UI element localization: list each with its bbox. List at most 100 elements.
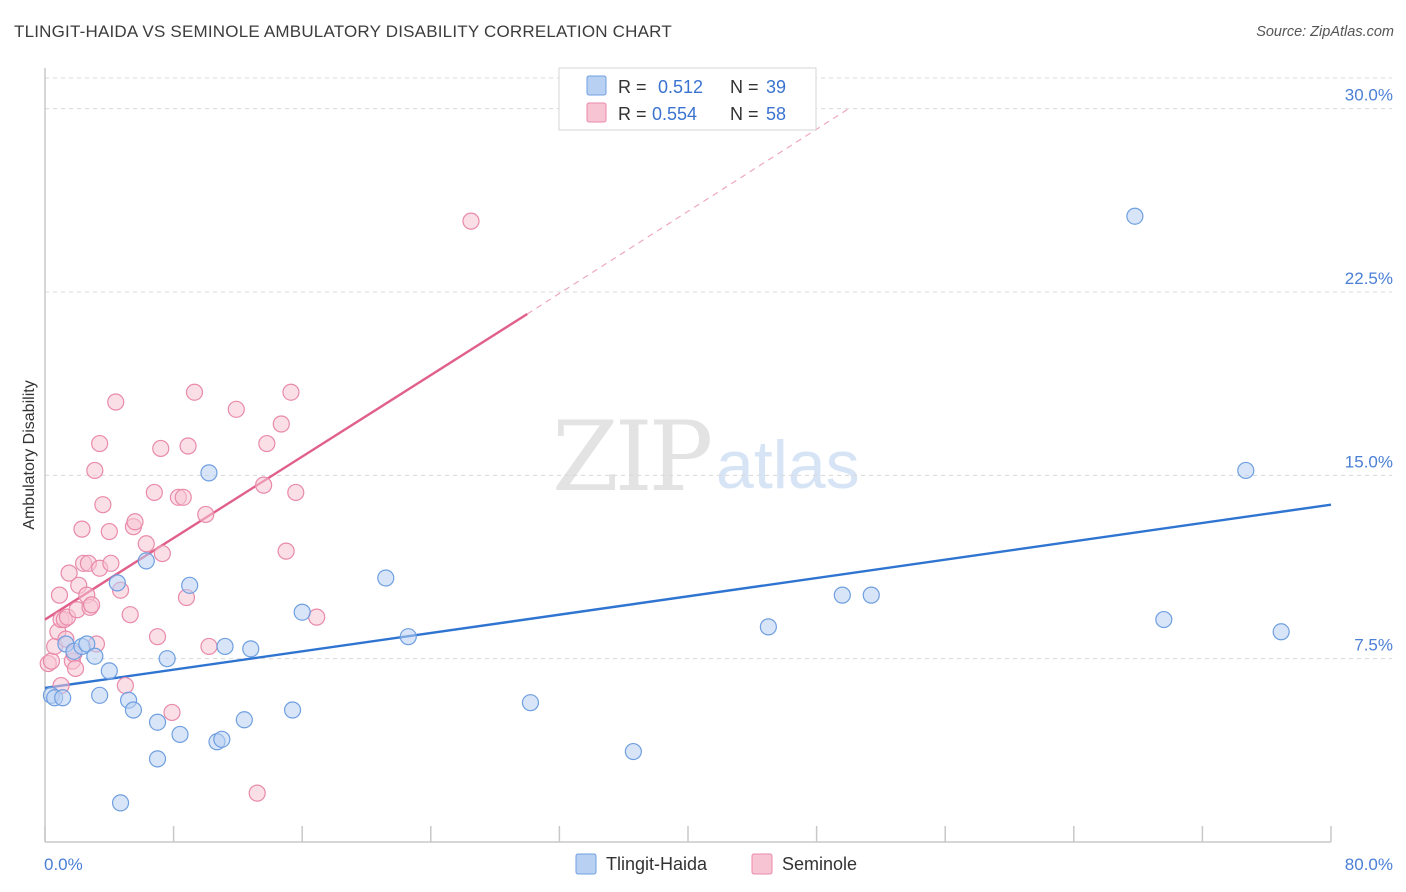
watermark-atlas: atlas	[716, 427, 860, 503]
tlingit-haida-point	[148, 713, 167, 731]
seminole-point	[248, 784, 266, 802]
seminole-point	[185, 383, 204, 401]
seminole-point	[116, 676, 134, 695]
seminole-point	[255, 476, 273, 494]
seminole-point	[145, 483, 163, 502]
tlingit-haida-point	[111, 794, 130, 812]
tlingit-haida-point	[100, 662, 118, 680]
seminole-point	[60, 564, 78, 582]
seminole-point	[91, 434, 109, 453]
legend-n-label: N =	[730, 77, 759, 97]
seminole-point	[152, 439, 170, 458]
seminole-point	[107, 393, 125, 411]
tlingit-haida-point	[293, 603, 311, 621]
seminole-point	[272, 415, 290, 433]
seminole-point	[287, 483, 305, 502]
watermark: ZIP atlas	[552, 401, 860, 513]
grid-lines	[45, 77, 1392, 660]
seminole-point	[282, 383, 300, 401]
tlingit-haida-point	[242, 640, 260, 658]
seminole-point	[137, 535, 155, 553]
legend-n-value: 39	[766, 77, 786, 97]
tlingit-haida-point	[399, 628, 417, 646]
seminole-point	[200, 637, 218, 656]
tlingit-haida-point	[1126, 207, 1144, 225]
y-axis-title: Ambulatory Disability	[21, 380, 38, 529]
tlingit-haida-point	[862, 586, 880, 604]
tlingit-haida-point	[54, 689, 72, 707]
seminole-point	[83, 596, 101, 614]
seminole-point	[174, 488, 192, 506]
source-credit: Source: ZipAtlas.com	[1256, 24, 1394, 40]
y-tick-label: 22.5%	[1345, 269, 1393, 288]
x-tick-label: 80.0%	[1345, 855, 1393, 874]
legend-label-seminole: Seminole	[782, 854, 857, 874]
legend-n-value: 58	[766, 104, 786, 124]
tlingit-haida-point	[377, 569, 395, 587]
tlingit-haida-point	[108, 574, 126, 592]
legend-r-label: R =	[618, 104, 647, 124]
tlingit-haida-point	[158, 650, 176, 668]
tlingit-haida-point	[78, 635, 96, 653]
legend-r-label: R =	[618, 77, 647, 97]
tlingit-haida-point	[91, 686, 109, 704]
seminole-point	[66, 659, 85, 678]
tlingit-haida-point	[216, 637, 234, 656]
seminole-point	[73, 520, 91, 538]
tlingit-haida-point	[1237, 461, 1255, 480]
tlingit-haida-point	[283, 701, 302, 719]
tlingit-haida-trend-line	[44, 503, 1332, 690]
tlingit-haida-point	[213, 730, 231, 748]
series-legend: Tlingit-Haida Seminole	[575, 853, 857, 875]
seminole-point	[100, 522, 118, 541]
seminole-point	[277, 542, 295, 560]
tick-labels: 7.5% 15.0% 22.5% 30.0% 0.0% 80.0%	[44, 86, 1393, 874]
tlingit-haida-point	[200, 464, 218, 482]
tlingit-haida-point	[1155, 610, 1173, 629]
seminole-point	[148, 628, 167, 646]
legend-n-label: N =	[730, 104, 759, 124]
seminole-point	[50, 586, 69, 604]
legend-swatch-tlingit-haida	[586, 75, 607, 96]
tlingit-haida-point	[759, 618, 777, 636]
y-tick-label: 15.0%	[1345, 452, 1393, 471]
tlingit-haida-point	[181, 576, 199, 594]
tlingit-haida-point	[148, 750, 167, 768]
tlingit-haida-point	[137, 552, 155, 570]
seminole-trend-extension	[526, 108, 850, 315]
seminole-point	[42, 652, 61, 670]
seminole-trend-line	[44, 312, 528, 621]
watermark-zip: ZIP	[552, 401, 711, 513]
tlingit-haida-point	[171, 725, 189, 744]
tlingit-haida-point	[624, 742, 642, 761]
correlation-legend: R = 0.512 N = 39 R = 0.554 N = 58	[558, 67, 817, 131]
legend-label-tlingit-haida: Tlingit-Haida	[606, 854, 708, 874]
seminole-point	[153, 544, 171, 563]
seminole-point	[197, 505, 215, 524]
seminole-point	[227, 400, 245, 418]
seminole-point	[94, 496, 112, 514]
seminole-point	[462, 212, 480, 230]
tlingit-haida-point	[124, 701, 143, 719]
axes	[44, 68, 1332, 843]
tlingit-haida-point	[521, 694, 540, 712]
legend-r-value: 0.512	[658, 77, 703, 97]
seminole-point	[179, 437, 197, 455]
seminole-point	[308, 608, 326, 626]
tlingit-haida-point	[833, 586, 851, 604]
data-points	[39, 207, 1290, 812]
chart-title: TLINGIT-HAIDA VS SEMINOLE AMBULATORY DIS…	[14, 22, 672, 41]
seminole-point	[86, 461, 104, 480]
seminole-point	[258, 434, 276, 453]
legend-swatch-seminole	[586, 102, 607, 123]
seminole-point	[102, 554, 120, 572]
tlingit-haida-point	[1272, 623, 1290, 641]
trend-lines	[44, 108, 1332, 690]
seminole-point	[163, 703, 181, 722]
legend-swatch-tlingit-haida	[575, 853, 597, 875]
x-tick-label: 0.0%	[44, 855, 83, 874]
seminole-point	[121, 606, 139, 624]
y-tick-label: 30.0%	[1345, 86, 1393, 105]
